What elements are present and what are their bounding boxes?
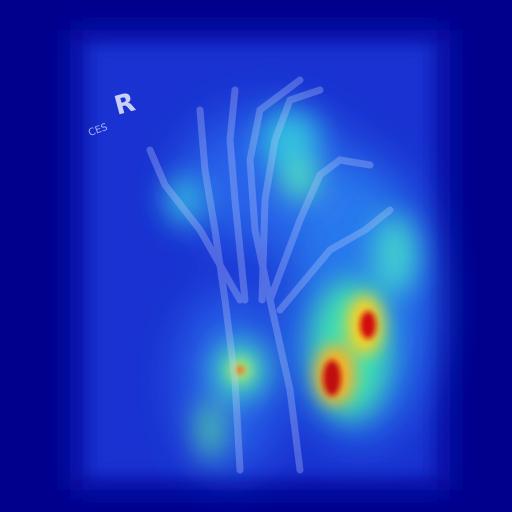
heat-peak xyxy=(236,311,376,396)
hand-bones xyxy=(146,76,394,474)
